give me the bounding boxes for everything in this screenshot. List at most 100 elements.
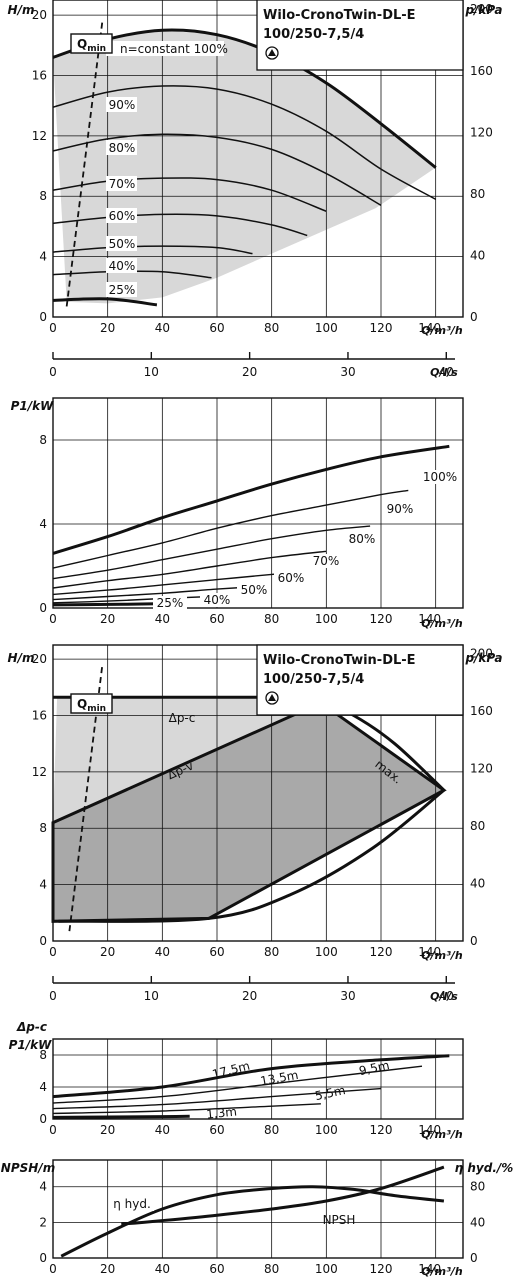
power-curve-1 — [52, 489, 409, 569]
y-axis-title: H/m — [8, 3, 35, 17]
x-tick-label: 140 — [418, 612, 441, 626]
y-tick-label: 16 — [32, 708, 47, 722]
dpv-outline — [51, 701, 447, 923]
title-box — [256, 644, 464, 716]
x-tick-label: 20 — [100, 1123, 115, 1137]
x-tick-label: 140 — [418, 321, 441, 335]
control-power-label: 1,3m — [206, 1104, 238, 1121]
curve-label: 50% — [109, 237, 136, 251]
curve-label: n=constant 100% — [120, 42, 228, 56]
x-tick-label: 40 — [155, 321, 170, 335]
x-axis-title: Q/m³/h — [421, 1265, 463, 1278]
plot-frame — [52, 0, 464, 318]
x-tick-label: 80 — [264, 321, 279, 335]
curve-label: 90% — [109, 98, 136, 112]
y2-tick-label: 40 — [470, 248, 485, 262]
power-label-bg — [274, 571, 308, 585]
lps-tick-label: 40 — [439, 989, 454, 1003]
power-curve-label: 25% — [157, 596, 184, 610]
x-tick-label: 80 — [264, 1262, 279, 1276]
x-tick-label: 0 — [49, 945, 57, 959]
y-tick-label: 12 — [32, 765, 47, 779]
curve-label-bg — [106, 236, 137, 251]
curve-label: 40% — [109, 259, 136, 273]
flow-lps-axis-2: 0 10 20 30 40Q/l/s — [49, 976, 458, 1003]
power-label-bg — [423, 470, 457, 484]
lps-tick-label: 20 — [242, 365, 257, 379]
pump-symbol-arrow-icon — [268, 49, 276, 56]
npsh-curve-label: NPSH — [323, 1213, 356, 1227]
control-power-label: 13,5m — [259, 1068, 299, 1088]
curve-label: 80% — [109, 141, 136, 155]
dpc-label: Δp-c — [169, 711, 196, 725]
curve-label: 70% — [109, 177, 136, 191]
control-power-curve-3 — [52, 1103, 321, 1115]
power-label-bg — [345, 532, 379, 546]
lps-tick-label: 0 — [49, 365, 57, 379]
curve-label-bg — [106, 208, 137, 223]
x-axis-title: Q/m³/h — [421, 324, 463, 337]
x-tick-label: 80 — [264, 1123, 279, 1137]
x-tick-label: 120 — [370, 1262, 393, 1276]
chart-title-line2: 100/250-7,5/4 — [263, 672, 364, 687]
y-axis-title: NPSH/m — [1, 1161, 55, 1175]
eta-label-bg — [110, 1197, 154, 1211]
power-label-bg — [200, 593, 234, 607]
x-tick-label: 0 — [49, 612, 57, 626]
x-tick-label: 40 — [155, 945, 170, 959]
y-tick-label: 4 — [39, 1180, 47, 1194]
y-tick-label: 4 — [39, 250, 47, 264]
curve-label-bg — [106, 97, 137, 112]
x-tick-label: 100 — [315, 1123, 338, 1137]
x-tick-label: 80 — [264, 612, 279, 626]
flow-lps-axis-1: 0 10 20 30 40Q/l/s — [49, 352, 458, 379]
pump-symbol-arrow-icon — [268, 694, 276, 701]
power-curves-chart: 0 20 40 60 80 100 120 140 0 4 8 100% 90% 80% 70% 60% 50%… — [11, 397, 464, 630]
x-axis-title: Q/m³/h — [421, 1128, 463, 1141]
x-tick-label: 0 — [49, 1262, 57, 1276]
lps-axis-title: Q/l/s — [430, 990, 458, 1003]
y-axis-title: P1/kW — [11, 399, 55, 413]
control-power-curve-1 — [52, 1065, 423, 1104]
power-curve-0 — [52, 444, 450, 555]
operating-area — [53, 30, 436, 304]
x-tick-label: 20 — [100, 945, 115, 959]
power-label-bg — [237, 583, 271, 597]
y-tick-label: 4 — [39, 878, 47, 892]
power-curve-2 — [52, 525, 371, 580]
x-tick-label: 100 — [315, 1262, 338, 1276]
power-curve-label: 70% — [313, 554, 340, 568]
y-tick-label: 8 — [39, 1048, 47, 1062]
x-tick-label: 140 — [418, 1262, 441, 1276]
power-curve-label: 40% — [204, 593, 231, 607]
y2-tick-label: 120 — [470, 125, 493, 139]
y2-tick-label: 0 — [470, 1251, 478, 1265]
plot-frame — [52, 397, 464, 609]
x-tick-label: 140 — [418, 1123, 441, 1137]
qmin-label-box — [70, 33, 113, 54]
power-curve-6 — [52, 595, 212, 604]
qmin-label-box — [70, 693, 113, 714]
lps-tick-label: 30 — [340, 989, 355, 1003]
x-axis-title: Q/m³/h — [421, 949, 463, 962]
y2-tick-label: 200 — [470, 647, 493, 661]
x-tick-label: 60 — [209, 321, 224, 335]
x-tick-label: 40 — [155, 612, 170, 626]
y-tick-label: 20 — [32, 8, 47, 22]
y2-tick-label: 0 — [470, 934, 478, 948]
x-tick-label: 120 — [370, 612, 393, 626]
x-tick-label: 100 — [315, 612, 338, 626]
min-curve — [58, 789, 445, 923]
speed-curve-0 — [52, 28, 437, 169]
control-power-curve-0 — [52, 1054, 450, 1099]
y2-tick-label: 120 — [470, 762, 493, 776]
npsh-efficiency-chart: 0 20 40 60 80 100 120 140 0 2 4 η hyd. NPSH NPSH/m η h… — [1, 1159, 514, 1278]
curve-label-bg — [106, 140, 137, 155]
curve-label-bg — [106, 176, 137, 191]
head-curves-chart: 0 20 40 60 80 100 120 140 0 4 8 12 16 20 n=constant 10… — [8, 0, 503, 337]
y-tick-label: 0 — [39, 310, 47, 324]
power-curve-label: 50% — [241, 583, 268, 597]
power-curve-3 — [52, 550, 327, 589]
power-label-bg — [383, 502, 417, 516]
y2-axis-title: η hyd./% — [455, 1161, 514, 1175]
